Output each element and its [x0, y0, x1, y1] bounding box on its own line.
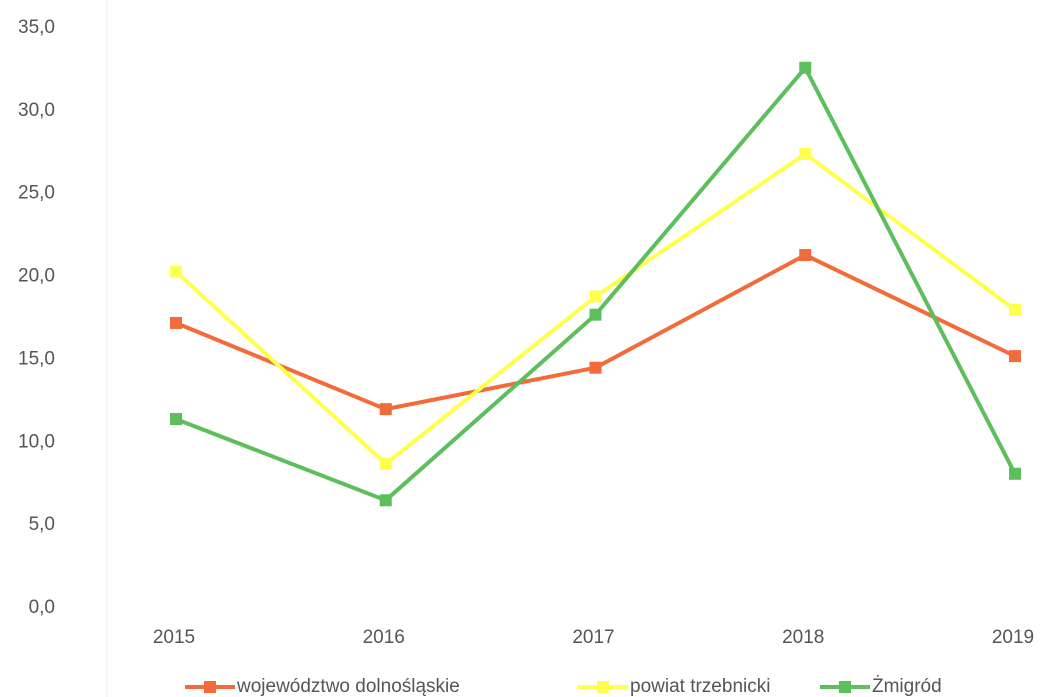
marker	[1009, 350, 1021, 363]
y-tick-label: 25,0	[18, 183, 55, 204]
y-tick-label: 0,0	[29, 597, 55, 618]
marker	[799, 249, 812, 262]
legend-marker	[839, 681, 851, 693]
legend-marker	[204, 681, 216, 693]
legend-label: Żmigród	[872, 676, 942, 697]
x-tick-label: 2016	[363, 627, 405, 648]
marker	[170, 316, 182, 329]
marker	[589, 361, 602, 374]
y-tick-label: 15,0	[18, 348, 55, 369]
series-line	[175, 64, 1017, 503]
y-tick-label: 20,0	[18, 266, 55, 287]
x-tick-label: 2017	[572, 627, 614, 648]
marker	[379, 457, 392, 470]
y-tick-label: 35,0	[18, 17, 55, 38]
marker	[799, 147, 812, 160]
x-tick-label: 2018	[782, 627, 824, 648]
marker	[1009, 467, 1021, 480]
legend-label: powiat trzebnicki	[630, 676, 770, 697]
marker	[1009, 303, 1021, 316]
y-tick-label: 10,0	[18, 431, 55, 452]
y-tick-label: 30,0	[18, 100, 55, 121]
marker	[170, 265, 182, 278]
marker	[799, 61, 812, 74]
x-tick-label: 2015	[153, 627, 195, 648]
marker	[379, 403, 392, 416]
marker	[589, 308, 602, 321]
marker	[170, 413, 182, 426]
legend-label: województwo dolnośląskie	[236, 676, 460, 697]
y-tick-label: 5,0	[29, 514, 55, 535]
x-tick-label: 2019	[992, 627, 1034, 648]
marker	[379, 494, 392, 507]
marker	[589, 290, 602, 303]
legend-marker	[597, 681, 609, 693]
